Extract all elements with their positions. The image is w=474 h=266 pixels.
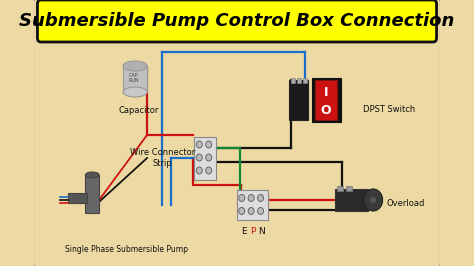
- Circle shape: [248, 194, 254, 202]
- Bar: [194, 136, 217, 180]
- Ellipse shape: [123, 61, 147, 71]
- Circle shape: [257, 194, 264, 202]
- Bar: [311, 78, 341, 122]
- Bar: [336, 189, 368, 211]
- Bar: [291, 78, 295, 83]
- Bar: [289, 80, 308, 120]
- Text: I: I: [324, 85, 328, 98]
- Bar: [123, 66, 147, 92]
- Circle shape: [206, 154, 212, 161]
- Circle shape: [196, 154, 202, 161]
- Text: O: O: [321, 103, 331, 117]
- Ellipse shape: [85, 172, 99, 178]
- FancyBboxPatch shape: [32, 0, 442, 266]
- Circle shape: [370, 196, 377, 204]
- Circle shape: [239, 207, 245, 214]
- Text: E: E: [241, 227, 246, 236]
- Bar: [237, 190, 268, 220]
- Text: Wire Connector
Strip: Wire Connector Strip: [130, 148, 195, 168]
- Ellipse shape: [123, 87, 147, 97]
- Text: Submersible Pump Control Box Connection: Submersible Pump Control Box Connection: [19, 12, 455, 30]
- Bar: [337, 186, 343, 191]
- Text: Overload: Overload: [387, 200, 425, 209]
- Text: N: N: [258, 227, 265, 236]
- Circle shape: [248, 207, 254, 214]
- Bar: [68, 193, 87, 203]
- Text: P: P: [251, 227, 256, 236]
- Circle shape: [196, 141, 202, 148]
- Text: CAP
RUN: CAP RUN: [128, 73, 139, 84]
- Bar: [303, 78, 307, 83]
- Circle shape: [206, 141, 212, 148]
- Bar: [315, 80, 337, 120]
- Circle shape: [206, 167, 212, 174]
- Bar: [346, 186, 352, 191]
- FancyBboxPatch shape: [37, 0, 437, 42]
- Circle shape: [196, 167, 202, 174]
- Circle shape: [364, 189, 383, 211]
- Bar: [297, 78, 301, 83]
- Text: DPST Switch: DPST Switch: [363, 106, 415, 114]
- Text: Single Phase Submersible Pump: Single Phase Submersible Pump: [65, 245, 188, 254]
- Text: Capacitor: Capacitor: [118, 106, 159, 115]
- Circle shape: [239, 194, 245, 202]
- Circle shape: [257, 207, 264, 214]
- Bar: [85, 175, 99, 213]
